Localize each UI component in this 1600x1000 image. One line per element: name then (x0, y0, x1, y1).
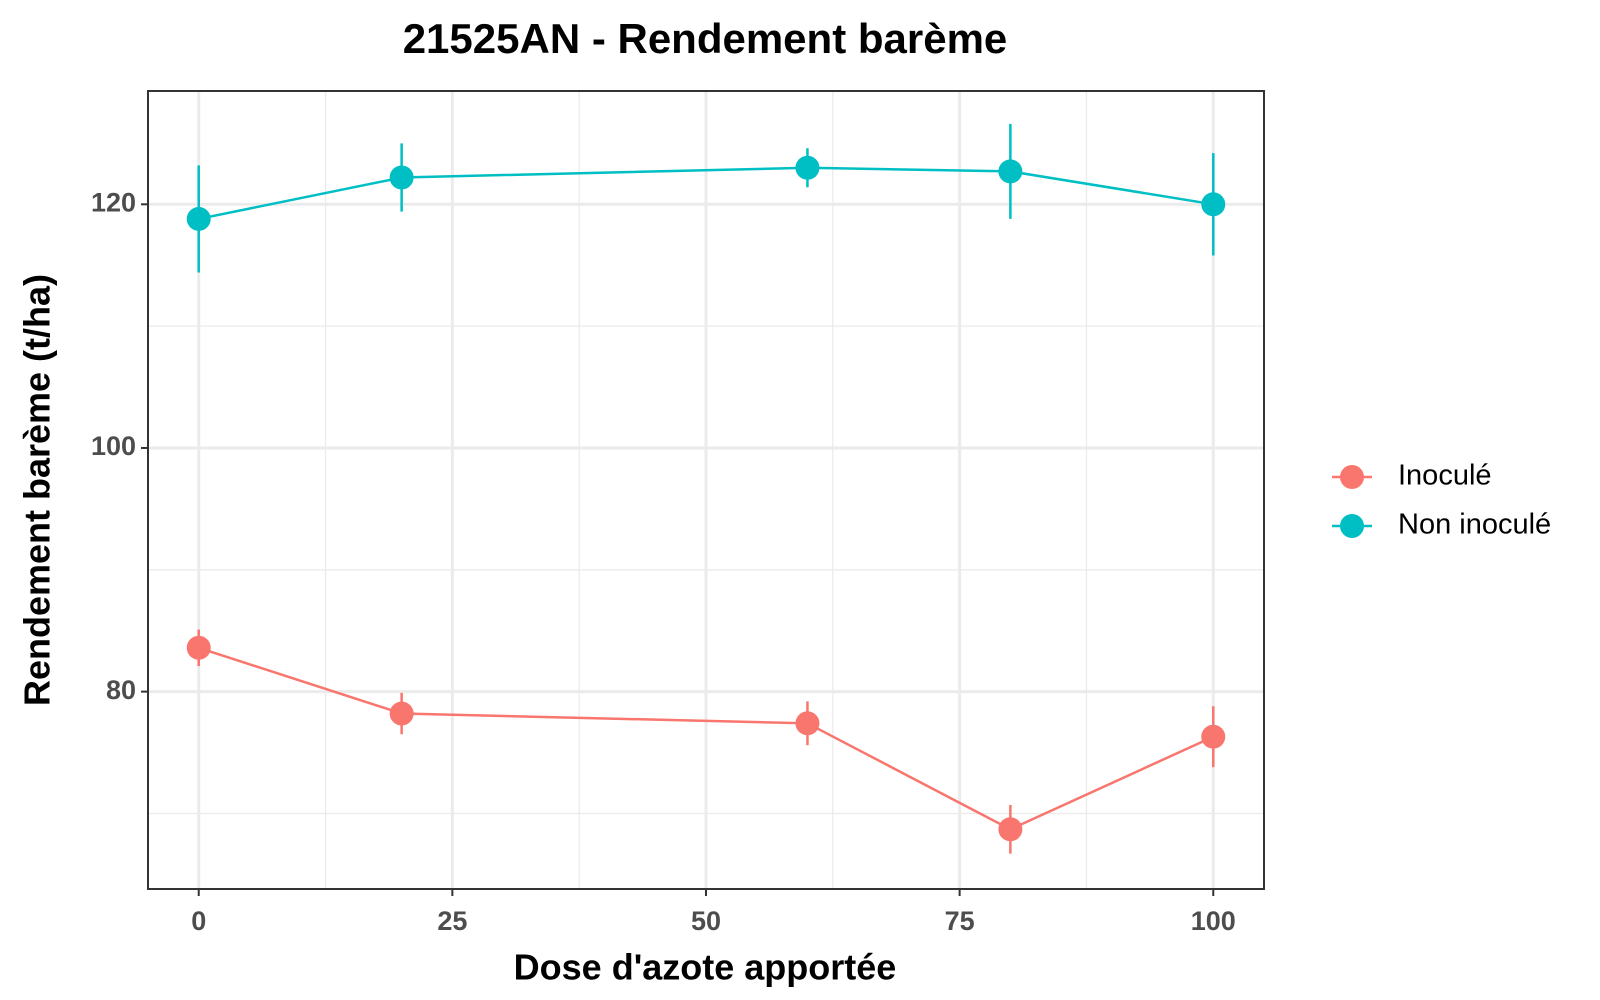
legend-marker (1340, 465, 1364, 489)
data-point (389, 165, 414, 190)
y-axis-label: Rendement barème (t/ha) (17, 274, 58, 706)
x-tick-label: 0 (191, 906, 206, 936)
data-point (998, 159, 1023, 184)
data-point (795, 155, 820, 180)
data-point (1201, 724, 1226, 749)
data-point (389, 701, 414, 726)
data-point (186, 635, 211, 660)
x-axis-label: Dose d'azote apportée (514, 947, 897, 988)
data-point (186, 206, 211, 231)
legend-marker (1340, 514, 1364, 538)
x-tick-label: 100 (1191, 906, 1236, 936)
x-tick-label: 50 (691, 906, 721, 936)
y-tick-label: 100 (91, 431, 136, 461)
data-point (998, 817, 1023, 842)
data-point (795, 711, 820, 736)
y-tick-label: 80 (106, 675, 136, 705)
legend-label: Inoculé (1398, 460, 1492, 492)
legend-label: Non inoculé (1398, 509, 1551, 541)
data-point (1201, 192, 1226, 217)
x-tick-label: 75 (945, 906, 975, 936)
plot-border (147, 90, 1265, 890)
x-tick-label: 25 (437, 906, 467, 936)
y-tick-label: 120 (91, 187, 136, 217)
chart-title: 21525AN - Rendement barème (403, 15, 1008, 62)
